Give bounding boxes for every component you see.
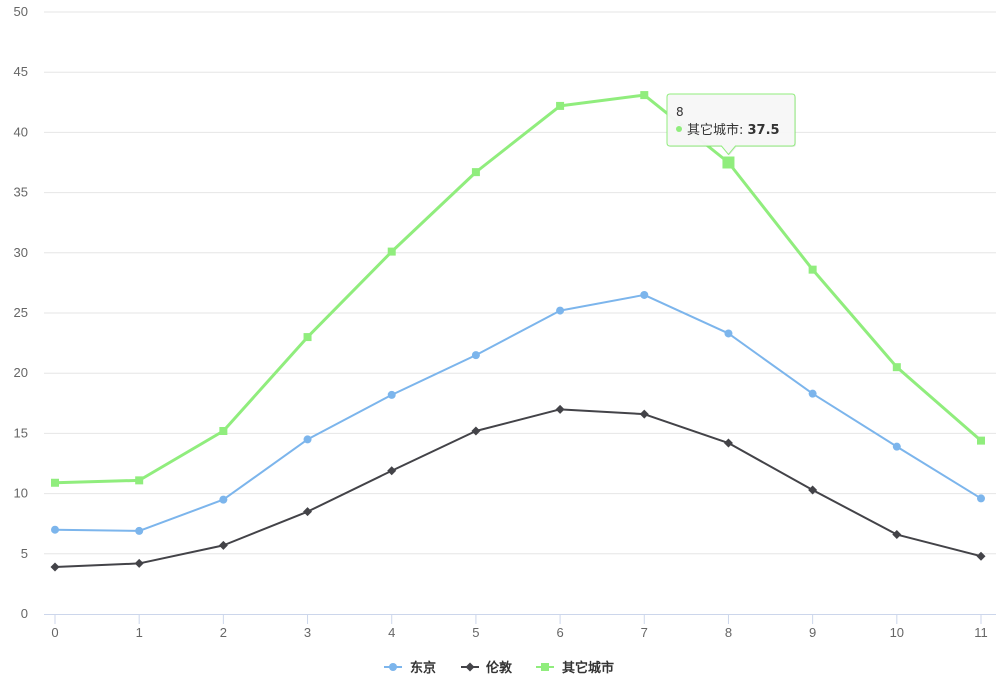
x-tick-label: 4 [388, 625, 395, 640]
y-tick-label: 5 [21, 546, 28, 561]
y-tick-label: 30 [14, 245, 28, 260]
data-point [723, 438, 733, 448]
data-point [977, 494, 985, 503]
y-tick-label: 35 [14, 185, 28, 200]
x-tick-label: 6 [556, 625, 563, 640]
data-point [387, 390, 396, 399]
y-tick-label: 0 [21, 606, 28, 621]
data-point [639, 409, 649, 419]
series-line [54, 293, 982, 532]
data-point [51, 525, 59, 534]
grid-lines [44, 11, 996, 555]
x-axis [44, 614, 996, 624]
legend-label: 伦敦 [486, 660, 513, 676]
y-tick-label: 40 [14, 124, 28, 139]
x-axis-tick-labels: 0 1 2 3 4 5 6 7 8 9 10 11 [51, 625, 987, 640]
x-tick-label: 11 [974, 625, 988, 640]
tooltip-header: 8 [676, 105, 684, 119]
data-point [50, 562, 60, 572]
data-point [218, 540, 228, 550]
data-point [808, 485, 818, 495]
series-lines [50, 91, 986, 572]
x-tick-label: 7 [641, 625, 648, 640]
data-point [219, 495, 228, 504]
data-point [977, 436, 985, 445]
series-3 [51, 91, 985, 487]
x-tick-label: 3 [304, 625, 311, 640]
x-tick-label: 10 [890, 625, 904, 640]
y-tick-label: 15 [14, 425, 28, 440]
x-tick-label: 1 [136, 625, 143, 640]
data-point [892, 363, 901, 372]
legend-label: 东京 [410, 660, 436, 676]
data-point [135, 526, 144, 535]
y-tick-label: 45 [14, 64, 28, 79]
y-tick-label: 25 [14, 305, 28, 320]
data-point [555, 404, 565, 414]
tooltip-series-dot [676, 126, 682, 132]
tooltip-series-label: 其它城市: [687, 122, 748, 138]
legend-item-2[interactable]: 伦敦 [461, 660, 513, 676]
data-point [219, 426, 228, 435]
data-point [640, 91, 649, 100]
data-point [808, 265, 817, 274]
x-tick-label: 8 [725, 625, 732, 640]
tooltip-series-line: 其它城市: 37.5 [687, 122, 780, 138]
data-point [303, 507, 313, 517]
legend-item-1[interactable]: 东京 [384, 660, 436, 676]
legend: 东京 伦敦 其它城市 [384, 660, 614, 676]
data-point [808, 389, 817, 398]
legend-label: 其它城市 [562, 660, 614, 676]
data-point [471, 168, 480, 177]
x-tick-label: 9 [809, 625, 816, 640]
data-point [303, 435, 312, 444]
x-tick-label: 0 [51, 625, 58, 640]
data-point [303, 333, 312, 342]
y-tick-label: 10 [14, 486, 28, 501]
data-point [135, 476, 144, 485]
x-tick-label: 5 [472, 625, 479, 640]
data-point [51, 478, 59, 487]
series-2 [50, 404, 986, 572]
tooltip-box [666, 93, 796, 156]
data-point [556, 101, 565, 110]
series-1 [51, 290, 985, 535]
data-point [976, 551, 986, 561]
data-point [724, 329, 733, 338]
series-line [53, 93, 983, 485]
y-axis-tick-labels: 0 5 10 15 20 25 30 35 40 45 50 [14, 4, 28, 621]
legend-symbol-marker [541, 663, 549, 671]
legend-symbol-marker [465, 662, 475, 672]
legend-item-3[interactable]: 其它城市 [536, 660, 614, 676]
legend-symbol-marker [389, 663, 397, 671]
data-point [471, 426, 481, 436]
data-point [640, 290, 649, 299]
tooltip-value: 37.5 [748, 123, 780, 138]
y-tick-label: 20 [14, 365, 28, 380]
data-point [387, 247, 396, 256]
data-point [892, 530, 902, 540]
y-tick-label: 50 [14, 4, 28, 19]
data-point [471, 351, 480, 360]
x-tick-label: 2 [220, 625, 227, 640]
hovered-data-point [722, 156, 735, 169]
data-point [134, 558, 144, 568]
data-point [387, 466, 397, 476]
data-point [556, 306, 565, 315]
series-line [54, 408, 982, 569]
data-point [892, 442, 901, 451]
